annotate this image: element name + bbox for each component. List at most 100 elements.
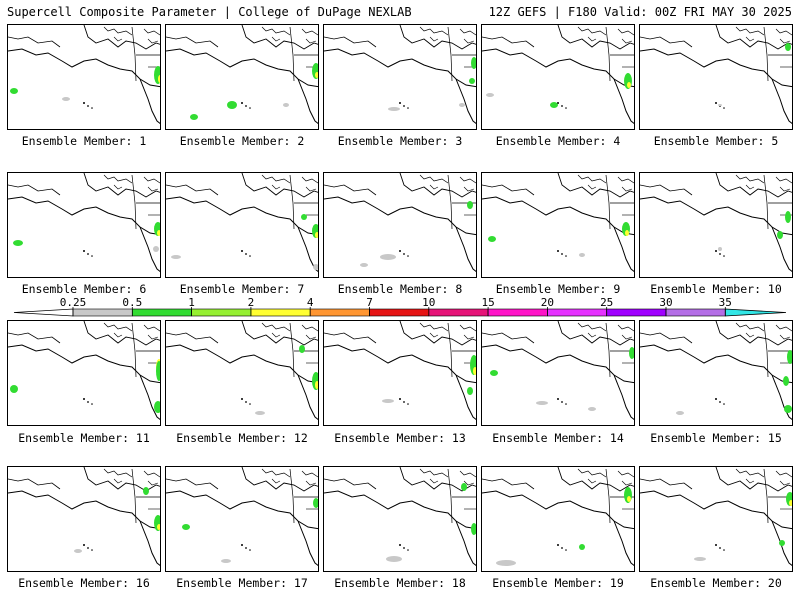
ensemble-map-panel — [323, 24, 477, 130]
scp-contour — [676, 411, 684, 415]
scp-contour — [299, 345, 305, 353]
ensemble-map-panel — [7, 24, 161, 130]
ensemble-map — [640, 467, 792, 567]
scp-contour — [283, 103, 289, 107]
ensemble-member-label: Ensemble Member: 18 — [334, 576, 466, 590]
scp-contour — [471, 57, 476, 69]
ensemble-map-panel — [7, 320, 161, 426]
ensemble-map — [166, 467, 318, 567]
scp-contour — [588, 407, 596, 411]
colorbar-tick-label: 0.25 — [60, 296, 87, 309]
ensemble-member-label: Ensemble Member: 8 — [337, 282, 463, 296]
colorbar-tick-label: 10 — [422, 296, 435, 309]
ensemble-member-label: Ensemble Member: 5 — [653, 134, 779, 148]
ensemble-map — [324, 173, 476, 273]
ensemble-member-label: Ensemble Member: 2 — [179, 134, 305, 148]
scp-contour — [785, 211, 791, 223]
colorbar-tick-label: 7 — [366, 296, 373, 309]
scp-contour — [579, 253, 585, 257]
scp-contour — [488, 236, 496, 242]
scp-contour — [227, 101, 237, 109]
scp-contour — [627, 496, 631, 502]
scp-colorbar: 0.25 0.5 1 2 4 7 10 15 20 25 30 35 — [13, 296, 787, 317]
scp-contour — [625, 230, 629, 236]
scp-contour — [459, 103, 465, 107]
ensemble-map — [482, 173, 634, 273]
scp-contour — [787, 350, 792, 364]
ensemble-member-label: Ensemble Member: 12 — [176, 431, 308, 445]
ensemble-member-label: Ensemble Member: 10 — [650, 282, 782, 296]
ensemble-member-label: Ensemble Member: 3 — [337, 134, 463, 148]
scp-contour — [467, 201, 473, 209]
ensemble-map-panel — [323, 172, 477, 278]
ensemble-member-label: Ensemble Member: 19 — [492, 576, 624, 590]
ensemble-map-panel — [481, 172, 635, 278]
scp-contour — [255, 411, 265, 415]
ensemble-member-label: Ensemble Member: 4 — [495, 134, 621, 148]
colorbar-bin — [132, 308, 192, 317]
ensemble-map — [324, 467, 476, 567]
colorbar-tick-label: 15 — [481, 296, 494, 309]
colorbar-bin — [665, 308, 726, 317]
ensemble-map-panel — [323, 320, 477, 426]
colorbar-tick-label: 2 — [248, 296, 255, 309]
colorbar-bin — [369, 308, 430, 317]
ensemble-map-panel — [7, 466, 161, 572]
colorbar-bin — [428, 308, 489, 317]
ensemble-member-label: Ensemble Member: 14 — [492, 431, 624, 445]
ensemble-map-panel — [165, 24, 319, 130]
ensemble-map-panel — [639, 320, 793, 426]
ensemble-map-panel — [639, 24, 793, 130]
ensemble-member-label: Ensemble Member: 20 — [650, 576, 782, 590]
scp-contour — [13, 240, 23, 246]
scp-contour — [496, 560, 516, 566]
scp-contour — [785, 43, 791, 51]
scp-contour — [380, 254, 396, 260]
ensemble-map — [482, 321, 634, 421]
ensemble-member-label: Ensemble Member: 16 — [18, 576, 150, 590]
colorbar-bin — [547, 308, 608, 317]
scp-contour — [74, 549, 82, 553]
scp-contour — [313, 264, 318, 270]
colorbar-bin — [487, 308, 548, 317]
ensemble-map — [166, 25, 318, 125]
ensemble-map — [482, 25, 634, 125]
colorbar-tick-label: 1 — [188, 296, 195, 309]
ensemble-map — [640, 173, 792, 273]
ensemble-map — [8, 25, 160, 125]
colorbar-over-triangle — [724, 308, 787, 317]
ensemble-member-label: Ensemble Member: 1 — [21, 134, 147, 148]
ensemble-member-label: Ensemble Member: 7 — [179, 282, 305, 296]
scp-contour — [382, 399, 394, 403]
scp-contour — [315, 72, 318, 78]
scp-contour — [313, 498, 318, 508]
colorbar-bin — [606, 308, 667, 317]
scp-contour — [536, 401, 548, 405]
model-run-valid-time: 12Z GEFS | F180 Valid: 00Z FRI MAY 30 20… — [488, 5, 792, 19]
ensemble-map — [8, 467, 160, 567]
scp-contour — [777, 231, 783, 239]
scp-contour — [221, 559, 231, 563]
colorbar-tick-label: 20 — [541, 296, 554, 309]
ensemble-map — [640, 25, 792, 125]
scp-contour — [473, 367, 476, 375]
scp-contour — [386, 556, 402, 562]
scp-contour — [629, 347, 634, 359]
colorbar-tick-label: 0.5 — [122, 296, 142, 309]
scp-contour — [388, 107, 400, 111]
scp-contour — [718, 104, 722, 106]
scp-contour — [182, 524, 190, 530]
scp-contour — [190, 114, 198, 120]
colorbar-tick-label: 30 — [659, 296, 672, 309]
ensemble-map-panel — [639, 172, 793, 278]
map-title: Supercell Composite Parameter | College … — [7, 5, 412, 19]
scp-contour — [315, 381, 318, 389]
ensemble-member-label: Ensemble Member: 9 — [495, 282, 621, 296]
ensemble-map-panel — [481, 320, 635, 426]
ensemble-map — [166, 321, 318, 421]
ensemble-map — [324, 25, 476, 125]
scp-contour — [718, 247, 722, 251]
scp-contour — [467, 387, 473, 395]
scp-contour — [550, 102, 558, 108]
scp-contour — [143, 487, 149, 495]
